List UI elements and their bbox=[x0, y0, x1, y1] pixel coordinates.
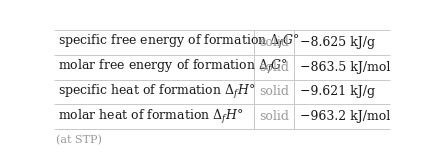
Text: solid: solid bbox=[259, 85, 289, 98]
Text: (at STP): (at STP) bbox=[56, 135, 102, 146]
Text: −963.2 kJ/mol: −963.2 kJ/mol bbox=[300, 110, 391, 123]
Text: −9.621 kJ/g: −9.621 kJ/g bbox=[300, 85, 375, 98]
Text: solid: solid bbox=[259, 36, 289, 49]
Text: specific heat of formation $\Delta_f H°$: specific heat of formation $\Delta_f H°$ bbox=[58, 83, 256, 101]
Text: solid: solid bbox=[259, 110, 289, 123]
Text: −863.5 kJ/mol: −863.5 kJ/mol bbox=[300, 61, 391, 74]
Text: solid: solid bbox=[259, 61, 289, 74]
Text: molar free energy of formation $\Delta_f G°$: molar free energy of formation $\Delta_f… bbox=[58, 58, 288, 76]
Text: specific free energy of formation $\Delta_f G°$: specific free energy of formation $\Delt… bbox=[58, 33, 300, 51]
Text: molar heat of formation $\Delta_f H°$: molar heat of formation $\Delta_f H°$ bbox=[58, 108, 244, 126]
Text: −8.625 kJ/g: −8.625 kJ/g bbox=[300, 36, 375, 49]
